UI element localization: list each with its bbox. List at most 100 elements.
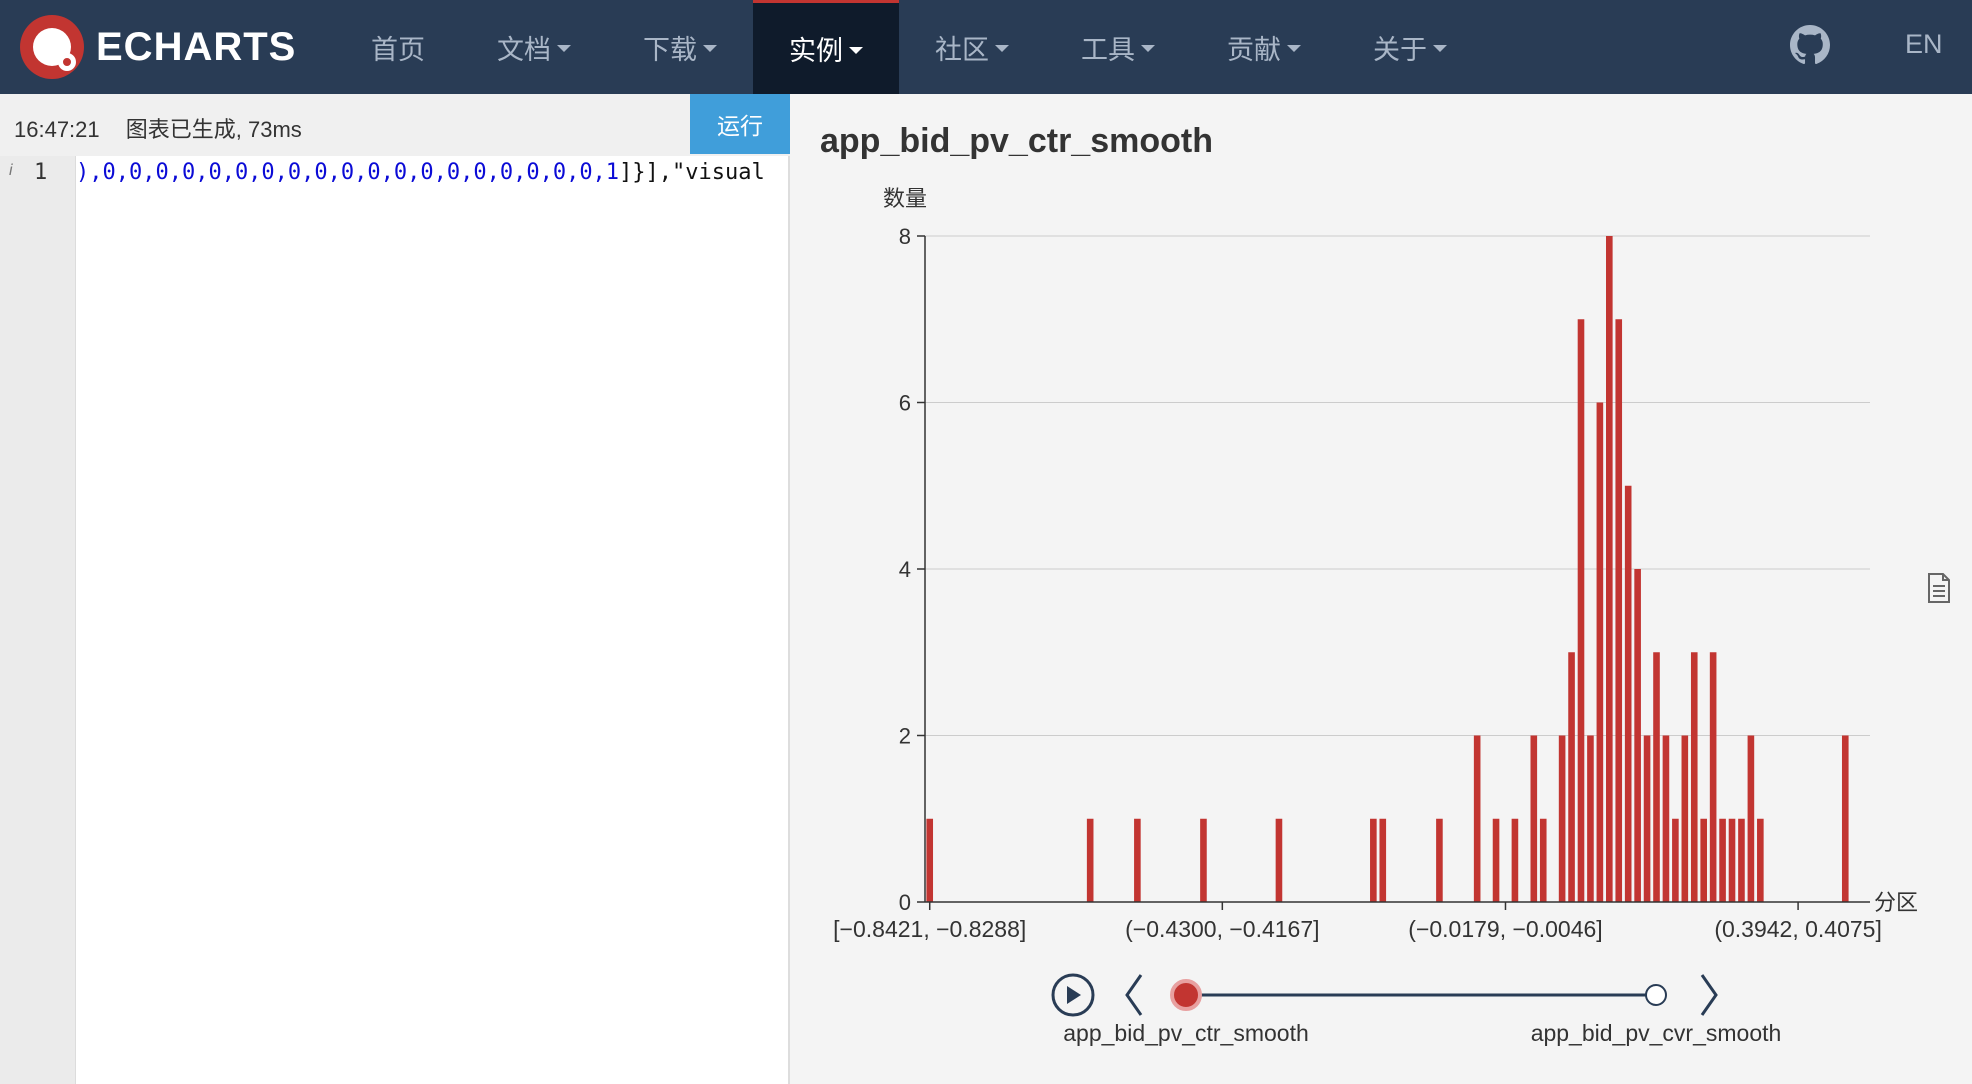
y-tick-label: 4 <box>899 557 911 582</box>
nav-item-0[interactable]: 首页 <box>335 0 461 94</box>
histogram-bar <box>1709 652 1717 902</box>
chevron-left-icon[interactable] <box>1125 974 1143 1016</box>
histogram-bar <box>1539 818 1547 902</box>
code-numbers: ),0,0,0,0,0,0,0,0,0,0,0,0,0,0,0,0,0,0,0,… <box>76 160 620 185</box>
chevron-right-icon[interactable] <box>1700 974 1718 1016</box>
histogram-bar <box>1530 735 1538 902</box>
nav-item-6[interactable]: 贡献 <box>1191 0 1337 94</box>
github-icon[interactable] <box>1790 25 1830 65</box>
histogram-bar <box>1596 402 1604 902</box>
nav-item-5[interactable]: 工具 <box>1045 0 1191 94</box>
histogram-bar <box>1200 818 1207 902</box>
histogram-bar <box>1615 319 1623 902</box>
caret-down-icon <box>557 45 571 52</box>
histogram-bar <box>1653 652 1660 902</box>
status-text: 16:47:21 图表已生成, 73ms <box>14 112 302 144</box>
histogram-bar <box>1558 735 1566 902</box>
timeline-label: app_bid_pv_cvr_smooth <box>1531 1020 1782 1046</box>
histogram-bar <box>1757 818 1764 902</box>
nav-item-label: 关于 <box>1373 34 1427 65</box>
histogram-bar <box>1643 735 1651 902</box>
top-nav: ECHARTS 首页 文档 下载 实例 社区 工具 贡献 关于 EN <box>0 0 1972 94</box>
data-view-icon[interactable] <box>1927 572 1951 604</box>
histogram-bar <box>1473 735 1481 902</box>
timeline-node[interactable] <box>1645 984 1667 1006</box>
echarts-logo[interactable]: ECHARTS <box>20 12 340 82</box>
histogram-bar <box>1672 818 1679 902</box>
caret-down-icon <box>995 45 1009 52</box>
caret-down-icon <box>1433 45 1447 52</box>
x-tick-label: (0.3942, 0.4075] <box>1714 916 1882 942</box>
y-tick-label: 6 <box>899 391 911 416</box>
histogram-bar <box>1747 735 1755 902</box>
status-message: 图表已生成, 73ms <box>125 117 302 142</box>
x-tick-label: [−0.8421, −0.8288] <box>833 916 1026 942</box>
timeline-current-node[interactable] <box>1170 979 1202 1011</box>
histogram-bar <box>1624 485 1632 902</box>
nav-item-label: 文档 <box>497 34 551 65</box>
histogram-bar <box>1690 652 1698 902</box>
nav-item-7[interactable]: 关于 <box>1337 0 1483 94</box>
histogram-bar <box>1587 735 1594 902</box>
play-icon[interactable] <box>1051 973 1095 1017</box>
histogram-bar <box>1700 818 1708 902</box>
line-number: 1 <box>34 160 48 185</box>
nav-item-label: 实例 <box>789 36 843 66</box>
histogram-bar <box>1086 818 1094 902</box>
echarts-logo-icon <box>20 15 84 79</box>
chart-panel: app_bid_pv_ctr_smooth 0 2 4 6 8 [−0.8421, −0.… <box>792 94 1972 1084</box>
editor-gutter: i 1 <box>0 156 76 1084</box>
histogram-bar <box>1511 818 1519 902</box>
caret-down-icon <box>849 46 863 54</box>
code-tail: ]}],"visual <box>619 160 765 185</box>
code-line[interactable]: ),0,0,0,0,0,0,0,0,0,0,0,0,0,0,0,0,0,0,0,… <box>76 160 765 185</box>
status-time: 16:47:21 <box>14 117 100 142</box>
histogram-bar <box>1681 735 1689 902</box>
y-tick-label: 2 <box>899 724 911 749</box>
histogram-bar <box>1370 818 1377 902</box>
nav-item-4[interactable]: 社区 <box>899 0 1045 94</box>
info-icon: i <box>9 162 13 179</box>
histogram-bar <box>1738 818 1745 902</box>
caret-down-icon <box>1141 45 1155 52</box>
nav-menu: 首页 文档 下载 实例 社区 工具 贡献 关于 <box>335 0 1483 94</box>
nav-item-3[interactable]: 实例 <box>753 0 899 94</box>
nav-item-label: 工具 <box>1081 34 1135 65</box>
histogram-bar <box>1379 818 1387 902</box>
code-editor[interactable]: i 1 ),0,0,0,0,0,0,0,0,0,0,0,0,0,0,0,0,0,… <box>0 156 790 1084</box>
y-tick-label: 8 <box>899 224 911 249</box>
editor-toolbar: 16:47:21 图表已生成, 73ms 运行 <box>0 94 790 156</box>
nav-item-label: 下载 <box>643 34 697 65</box>
language-switch[interactable]: EN <box>1905 29 1943 59</box>
timeline-label: app_bid_pv_ctr_smooth <box>1063 1020 1309 1046</box>
histogram-bar <box>1577 319 1585 902</box>
caret-down-icon <box>1287 45 1301 52</box>
histogram-bar <box>1841 735 1849 902</box>
x-tick-label: (−0.4300, −0.4167] <box>1125 916 1319 942</box>
histogram-bar <box>1634 569 1641 902</box>
x-axis-name: 分区 <box>1874 890 1918 915</box>
y-tick-label: 0 <box>899 890 911 915</box>
nav-item-label: 贡献 <box>1227 34 1281 65</box>
histogram-bar <box>1606 236 1613 902</box>
histogram-bar <box>1275 818 1283 902</box>
histogram-bar <box>1134 818 1141 902</box>
y-axis-name: 数量 <box>883 186 927 211</box>
nav-item-1[interactable]: 文档 <box>461 0 607 94</box>
nav-item-label: 首页 <box>371 34 425 65</box>
nav-item-label: 社区 <box>935 34 989 65</box>
x-tick-label: (−0.0179, −0.0046] <box>1408 916 1602 942</box>
run-button[interactable]: 运行 <box>690 94 790 154</box>
histogram-bar <box>1436 818 1443 902</box>
caret-down-icon <box>703 45 717 52</box>
histogram-bar <box>1719 818 1726 902</box>
histogram-chart: 0 2 4 6 8 [−0.8421, −0.8288] (−0.4300, −0.4167… <box>833 186 1918 1046</box>
histogram-bar <box>1492 818 1500 902</box>
logo-text: ECHARTS <box>96 24 297 69</box>
chart-title: app_bid_pv_ctr_smooth <box>820 122 1213 160</box>
nav-item-2[interactable]: 下载 <box>607 0 753 94</box>
histogram-bar <box>1568 652 1575 902</box>
histogram-bar <box>1662 735 1670 902</box>
histogram-bar <box>1728 818 1736 902</box>
histogram-bar <box>926 818 934 902</box>
